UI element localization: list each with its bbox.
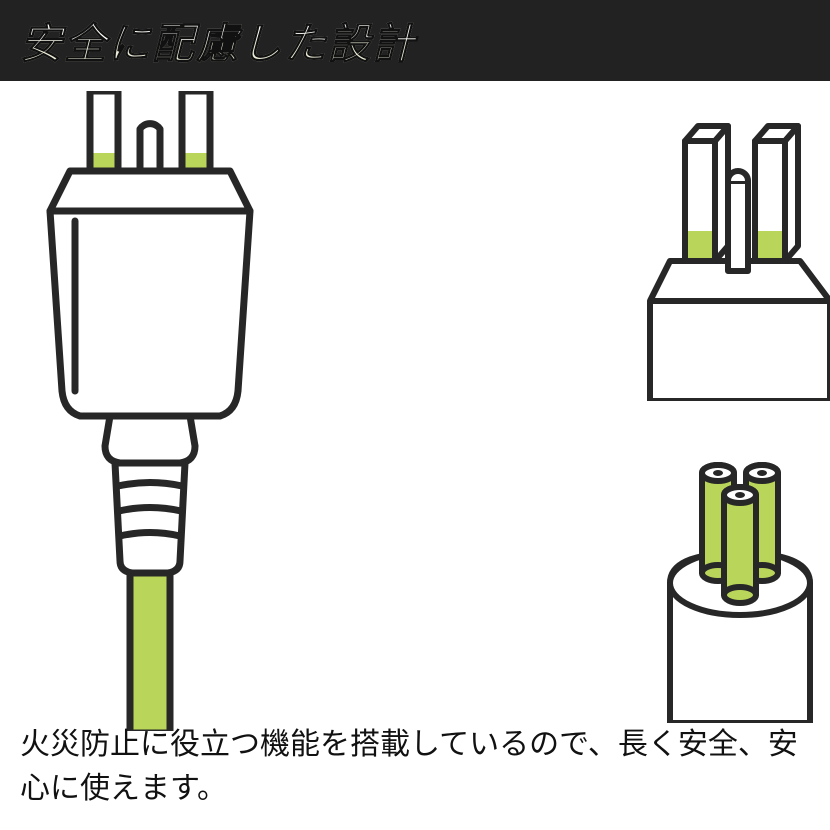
page-title: 安全に配慮した設計 bbox=[20, 10, 416, 71]
cord-cross-section-icon bbox=[630, 413, 830, 723]
plug-prongs-closeup-icon bbox=[630, 91, 830, 401]
bottom-description: 火災防止に役立つ機能を搭載しているので、長く安全、安心に使えます。 bbox=[20, 723, 810, 810]
header-bar: 安全に配慮した設計 bbox=[0, 0, 830, 81]
main-area: トラッキング現象による 火災を防止する トラッキング 防止プラグ bbox=[0, 81, 830, 741]
plug-with-cord-icon bbox=[20, 91, 280, 731]
